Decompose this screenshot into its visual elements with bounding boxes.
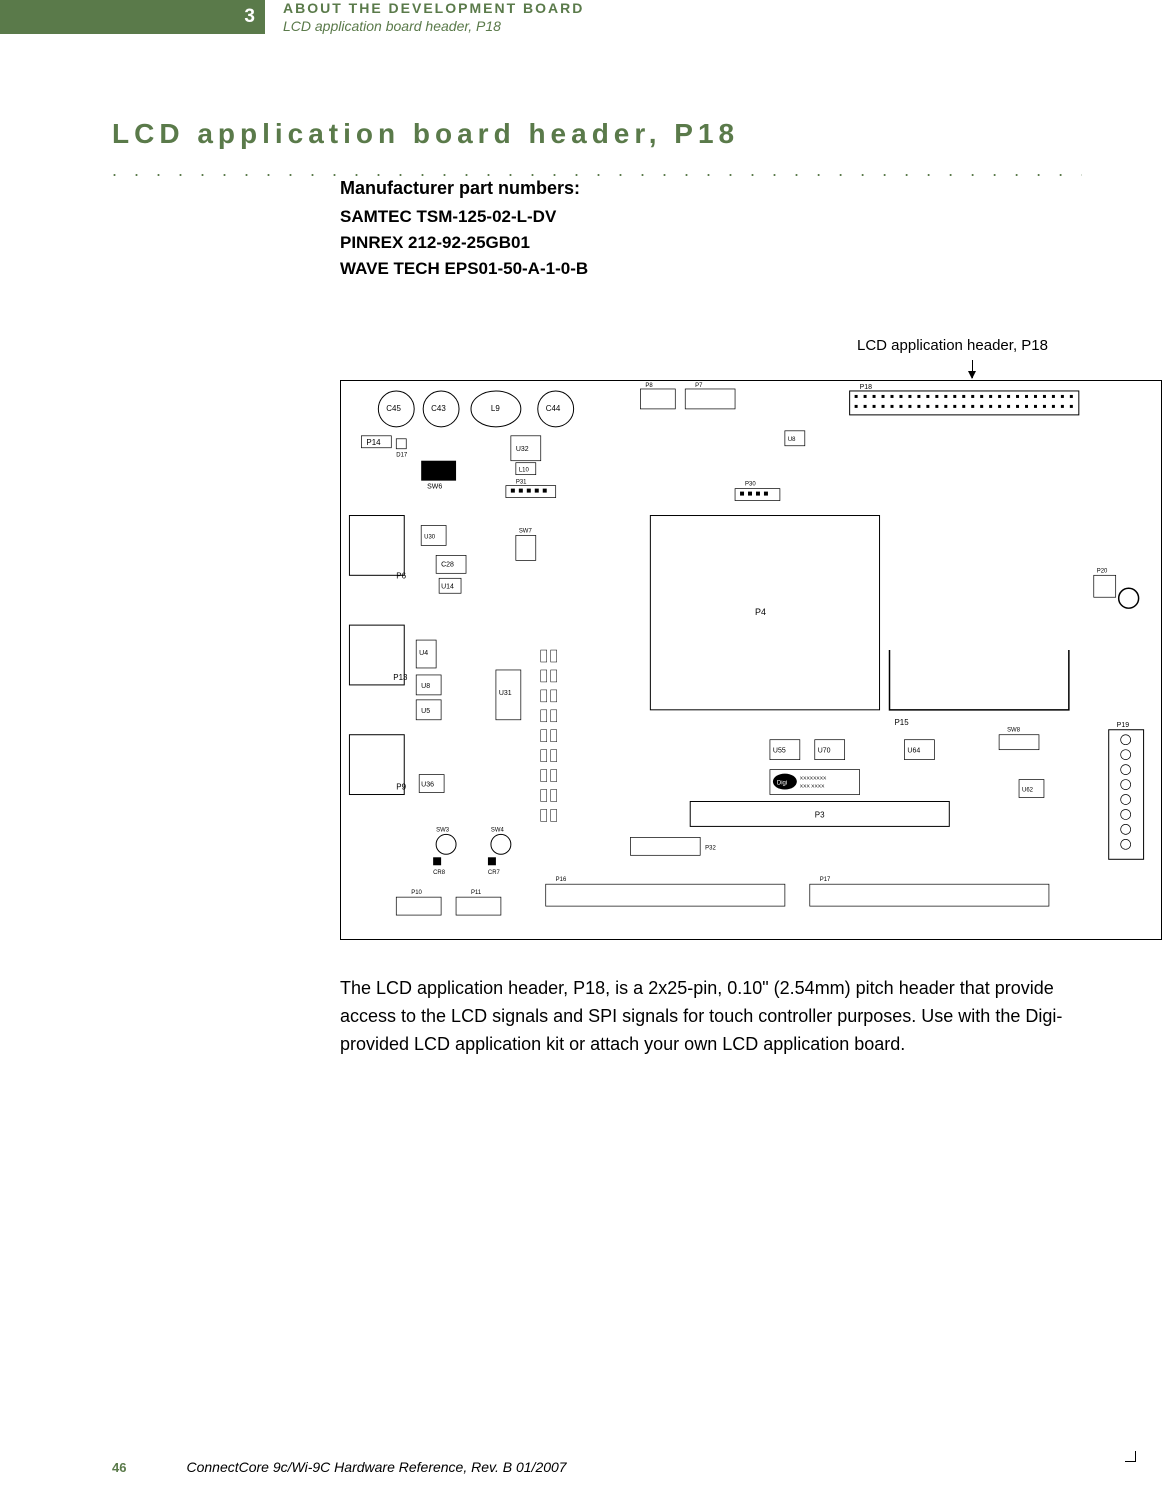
dotted-divider: . . . . . . . . . . . . . . . . . . . . … bbox=[112, 160, 1082, 181]
svg-text:SW4: SW4 bbox=[491, 827, 505, 833]
description-text: The LCD application header, P18, is a 2x… bbox=[340, 975, 1080, 1059]
svg-text:P18: P18 bbox=[860, 384, 873, 391]
svg-text:U5: U5 bbox=[421, 708, 430, 715]
svg-text:XXXXXXXX: XXXXXXXX bbox=[800, 776, 827, 782]
svg-text:SW8: SW8 bbox=[1007, 728, 1021, 734]
part-numbers-block: Manufacturer part numbers: SAMTEC TSM-12… bbox=[340, 178, 588, 285]
part-numbers-label: Manufacturer part numbers: bbox=[340, 178, 588, 199]
crop-mark-icon bbox=[1125, 1451, 1147, 1473]
svg-text:U70: U70 bbox=[818, 748, 831, 755]
svg-text:U31: U31 bbox=[499, 690, 512, 697]
pcb-board-diagram: P18 C45 C43 L9 C44 P14 D17 SW6 U32 L10 bbox=[341, 381, 1161, 939]
section-heading: LCD application board header, P18 bbox=[112, 118, 739, 150]
svg-text:P14: P14 bbox=[366, 438, 381, 447]
svg-text:U4: U4 bbox=[419, 650, 428, 657]
svg-text:D17: D17 bbox=[396, 453, 408, 459]
svg-text:XXX XXXX: XXX XXXX bbox=[800, 784, 825, 790]
svg-text:L10: L10 bbox=[519, 468, 530, 474]
svg-text:P32: P32 bbox=[705, 845, 716, 851]
svg-text:Digi: Digi bbox=[777, 781, 787, 787]
header-title: ABOUT THE DEVELOPMENT BOARD bbox=[283, 0, 584, 16]
page-footer: 46 ConnectCore 9c/Wi-9C Hardware Referen… bbox=[112, 1459, 567, 1475]
diagram-callout-label: LCD application header, P18 bbox=[857, 337, 1048, 354]
svg-text:U8: U8 bbox=[421, 683, 430, 690]
svg-text:SW3: SW3 bbox=[436, 827, 450, 833]
svg-text:P3: P3 bbox=[815, 810, 825, 819]
svg-text:P13: P13 bbox=[393, 673, 408, 682]
svg-text:U64: U64 bbox=[907, 748, 920, 755]
svg-text:U8: U8 bbox=[788, 437, 796, 443]
svg-text:P30: P30 bbox=[745, 482, 756, 488]
svg-text:U36: U36 bbox=[421, 782, 434, 789]
chapter-badge: 3 bbox=[0, 0, 265, 34]
svg-text:U32: U32 bbox=[516, 446, 529, 453]
svg-text:P15: P15 bbox=[894, 718, 909, 727]
svg-text:P9: P9 bbox=[396, 783, 406, 792]
diagram-callout-arrow bbox=[972, 360, 973, 378]
svg-text:U14: U14 bbox=[441, 583, 454, 590]
svg-text:C43: C43 bbox=[431, 404, 446, 413]
svg-text:CR7: CR7 bbox=[488, 870, 501, 876]
part-item: PINREX 212-92-25GB01 bbox=[340, 233, 588, 253]
footer-text: ConnectCore 9c/Wi-9C Hardware Reference,… bbox=[186, 1459, 566, 1475]
svg-text:U62: U62 bbox=[1022, 788, 1034, 794]
svg-text:SW7: SW7 bbox=[519, 528, 533, 534]
svg-text:P20: P20 bbox=[1097, 568, 1108, 574]
header-subtitle: LCD application board header, P18 bbox=[283, 18, 584, 34]
svg-text:L9: L9 bbox=[491, 404, 500, 413]
part-item: SAMTEC TSM-125-02-L-DV bbox=[340, 207, 588, 227]
svg-text:P16: P16 bbox=[556, 877, 567, 883]
svg-text:CR8: CR8 bbox=[433, 870, 446, 876]
svg-text:P31: P31 bbox=[516, 480, 527, 486]
svg-text:SW6: SW6 bbox=[427, 484, 442, 491]
chapter-number: 3 bbox=[244, 6, 255, 28]
svg-text:P11: P11 bbox=[471, 890, 482, 896]
svg-text:C45: C45 bbox=[386, 404, 401, 413]
svg-text:C28: C28 bbox=[441, 561, 454, 568]
svg-text:P4: P4 bbox=[755, 607, 766, 617]
svg-text:P19: P19 bbox=[1117, 722, 1130, 729]
header-text-block: ABOUT THE DEVELOPMENT BOARD LCD applicat… bbox=[265, 0, 584, 34]
svg-text:U30: U30 bbox=[424, 534, 436, 540]
svg-text:P17: P17 bbox=[820, 877, 831, 883]
svg-text:P10: P10 bbox=[411, 890, 422, 896]
part-item: WAVE TECH EPS01-50-A-1-0-B bbox=[340, 259, 588, 279]
svg-text:P7: P7 bbox=[695, 383, 703, 389]
svg-text:P8: P8 bbox=[645, 383, 653, 389]
svg-text:C44: C44 bbox=[546, 404, 561, 413]
svg-text:U55: U55 bbox=[773, 748, 786, 755]
page-header: 3 ABOUT THE DEVELOPMENT BOARD LCD applic… bbox=[0, 0, 584, 34]
page-number: 46 bbox=[112, 1460, 126, 1475]
pcb-diagram-frame: P18 C45 C43 L9 C44 P14 D17 SW6 U32 L10 bbox=[340, 380, 1162, 940]
svg-text:P6: P6 bbox=[396, 571, 406, 580]
